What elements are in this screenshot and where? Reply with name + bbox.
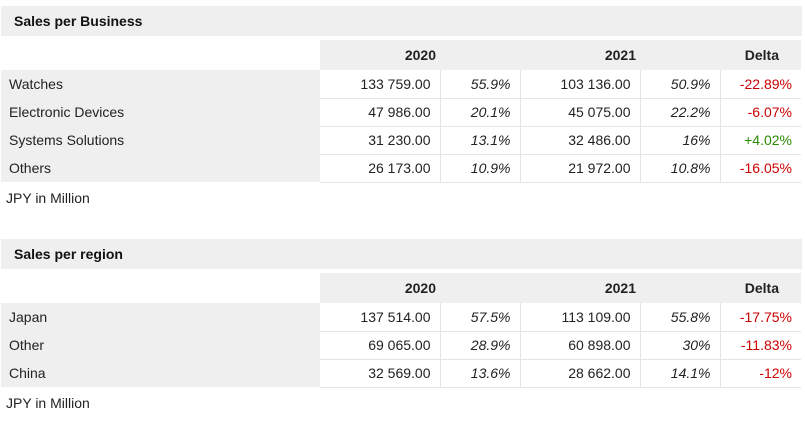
share-2020: 13.1%	[440, 126, 521, 155]
share-2021: 16%	[640, 126, 721, 155]
sales-per-region-section: Sales per region 2020 2021 Delta Japan 1…	[0, 239, 805, 418]
sales-per-business-table: 2020 2021 Delta Watches 133 759.00 55.9%…	[1, 40, 801, 183]
delta-value: +4.02%	[720, 126, 801, 155]
value-2020: 137 514.00	[320, 303, 441, 332]
header-2021: 2021	[520, 40, 720, 70]
value-2020: 133 759.00	[320, 70, 441, 99]
value-2020: 26 173.00	[320, 154, 441, 183]
table-header-row: 2020 2021 Delta	[1, 273, 801, 303]
value-2020: 69 065.00	[320, 331, 441, 360]
share-2020: 57.5%	[440, 303, 521, 332]
share-2021: 10.8%	[640, 154, 721, 183]
delta-value: -22.89%	[720, 70, 801, 99]
share-2021: 22.2%	[640, 98, 721, 127]
table-row: Others 26 173.00 10.9% 21 972.00 10.8% -…	[1, 154, 801, 183]
value-2020: 31 230.00	[320, 126, 441, 155]
header-2021: 2021	[520, 273, 720, 303]
value-2021: 32 486.00	[520, 126, 641, 155]
row-label: China	[1, 359, 320, 387]
value-2020: 32 569.00	[320, 359, 441, 388]
table-row: Other 69 065.00 28.9% 60 898.00 30% -11.…	[1, 331, 801, 360]
sales-per-region-table: 2020 2021 Delta Japan 137 514.00 57.5% 1…	[1, 273, 801, 388]
value-2021: 60 898.00	[520, 331, 641, 360]
value-2021: 113 109.00	[520, 303, 641, 332]
value-2020: 47 986.00	[320, 98, 441, 127]
share-2020: 13.6%	[440, 359, 521, 388]
delta-value: -16.05%	[720, 154, 801, 183]
share-2021: 50.9%	[640, 70, 721, 99]
table-row: Electronic Devices 47 986.00 20.1% 45 07…	[1, 98, 801, 127]
row-label: Others	[1, 154, 320, 182]
share-2020: 20.1%	[440, 98, 521, 127]
delta-value: -6.07%	[720, 98, 801, 127]
value-2021: 103 136.00	[520, 70, 641, 99]
row-label: Systems Solutions	[1, 126, 320, 154]
delta-value: -17.75%	[720, 303, 801, 332]
share-2020: 55.9%	[440, 70, 521, 99]
table-row: China 32 569.00 13.6% 28 662.00 14.1% -1…	[1, 359, 801, 388]
header-2020: 2020	[320, 40, 520, 70]
share-2021: 14.1%	[640, 359, 721, 388]
value-2021: 28 662.00	[520, 359, 641, 388]
sales-per-business-section: Sales per Business 2020 2021 Delta Watch…	[0, 6, 805, 213]
table-row: Watches 133 759.00 55.9% 103 136.00 50.9…	[1, 70, 801, 99]
footnote-currency: JPY in Million	[6, 394, 90, 411]
share-2021: 55.8%	[640, 303, 721, 332]
footnote-currency: JPY in Million	[6, 189, 90, 206]
header-blank	[1, 273, 320, 303]
table-row: Japan 137 514.00 57.5% 113 109.00 55.8% …	[1, 303, 801, 332]
row-label: Electronic Devices	[1, 98, 320, 126]
row-label: Watches	[1, 70, 320, 98]
share-2021: 30%	[640, 331, 721, 360]
value-2021: 21 972.00	[520, 154, 641, 183]
share-2020: 10.9%	[440, 154, 521, 183]
row-label: Other	[1, 331, 320, 359]
row-label: Japan	[1, 303, 320, 331]
header-delta: Delta	[720, 273, 801, 303]
delta-value: -11.83%	[720, 331, 801, 360]
table-header-row: 2020 2021 Delta	[1, 40, 801, 70]
table-row: Systems Solutions 31 230.00 13.1% 32 486…	[1, 126, 801, 155]
share-2020: 28.9%	[440, 331, 521, 360]
delta-value: -12%	[720, 359, 801, 388]
header-2020: 2020	[320, 273, 520, 303]
value-2021: 45 075.00	[520, 98, 641, 127]
header-blank	[1, 40, 320, 70]
header-delta: Delta	[720, 40, 801, 70]
section-title: Sales per region	[1, 239, 802, 269]
section-title: Sales per Business	[1, 6, 802, 36]
